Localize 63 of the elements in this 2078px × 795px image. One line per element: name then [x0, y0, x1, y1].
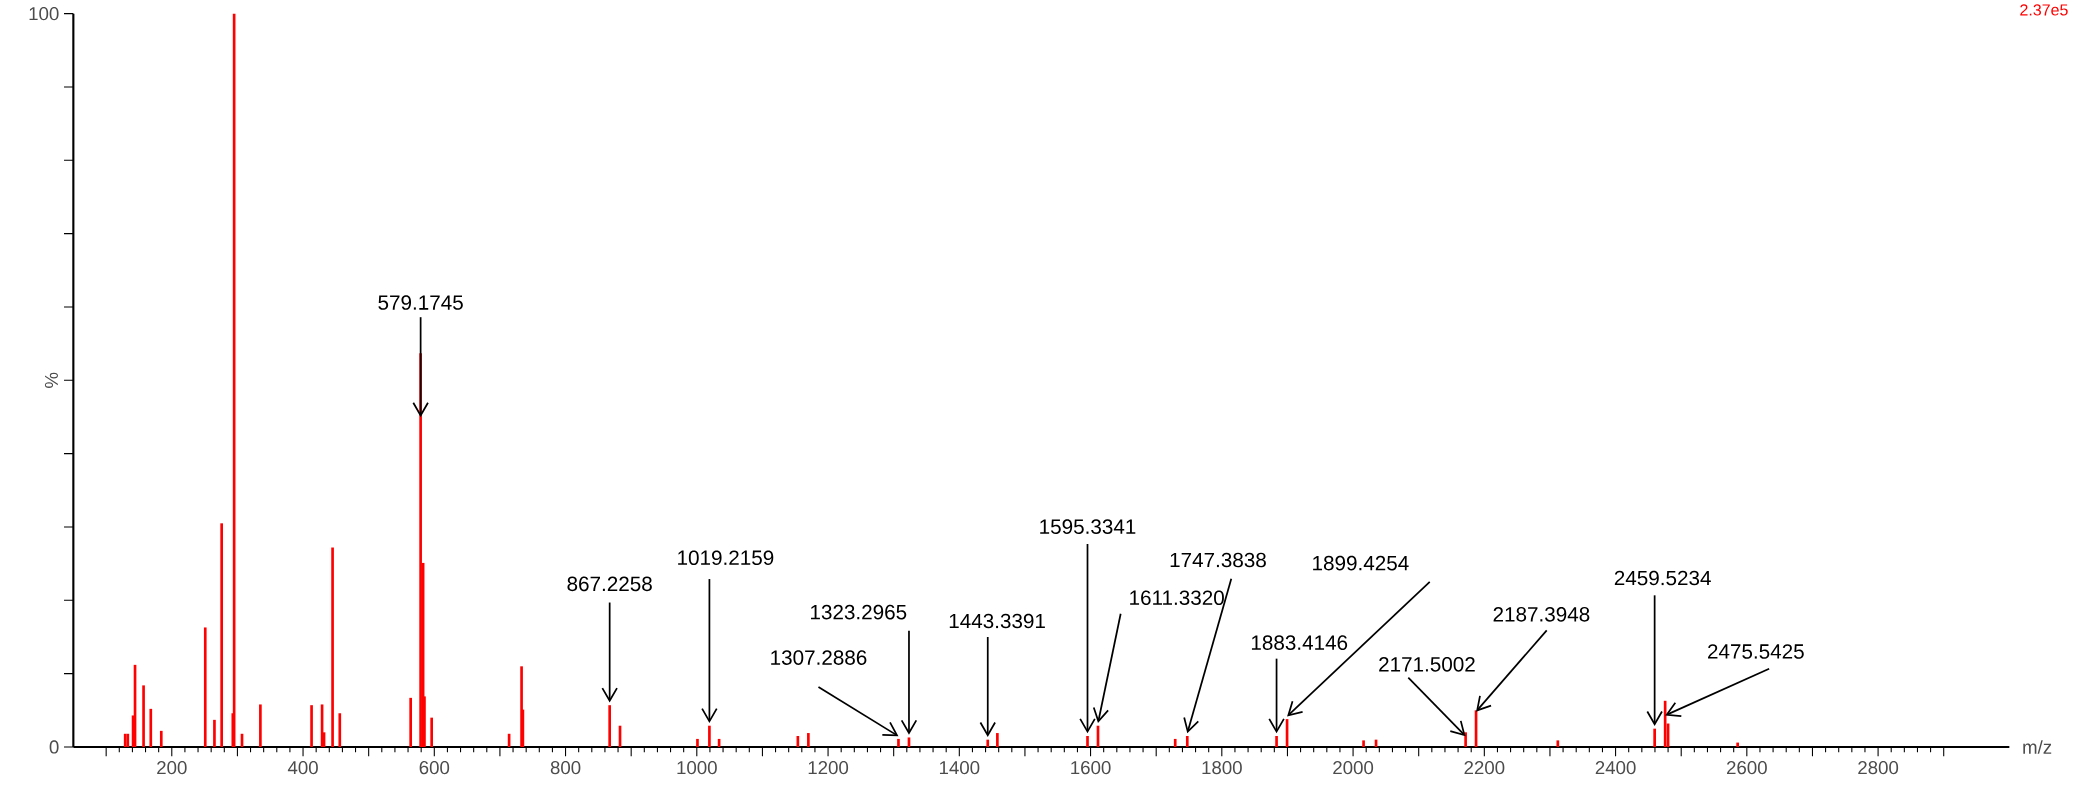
x-axis-title: m/z — [2023, 740, 2052, 754]
text: 2.37e5 — [2020, 4, 2068, 16]
bar — [708, 725, 711, 747]
bar — [149, 708, 153, 747]
x-tick-label: 1000 — [677, 761, 717, 775]
bar — [608, 705, 611, 747]
annotation: 1611.3320 — [1130, 590, 1224, 606]
annotation: 1747.3838 — [1170, 552, 1266, 568]
x-tick-label: 2600 — [1727, 761, 1767, 775]
annotation: 1883.4146 — [1251, 635, 1348, 650]
annotation: 2459.5234 — [1614, 570, 1711, 586]
bar — [220, 523, 223, 747]
x-tick-label: 1800 — [1202, 761, 1242, 775]
bar — [897, 738, 900, 747]
bar — [996, 733, 999, 747]
x-tick-label: 600 — [419, 761, 450, 775]
x-tick-label: 2000 — [1333, 761, 1374, 775]
bar — [213, 719, 216, 747]
bar — [1086, 735, 1089, 747]
annotation: 1899.4254 — [1313, 555, 1409, 571]
bar — [1173, 738, 1177, 747]
bar — [142, 685, 145, 747]
bar — [419, 353, 422, 747]
bar — [203, 627, 207, 747]
bar — [986, 739, 990, 747]
x-tick-label: 2200 — [1464, 761, 1505, 775]
annotation: 2171.5002 — [1379, 657, 1475, 672]
bar — [1736, 742, 1739, 747]
annotation: 1595.3341 — [1040, 519, 1136, 534]
annotation: 579.1745 — [378, 295, 463, 310]
bar — [807, 733, 810, 747]
bar — [1362, 740, 1365, 747]
annotation: 1019.2159 — [678, 550, 774, 566]
bar — [1464, 732, 1467, 747]
bar — [1275, 735, 1278, 747]
x-tick-label: 200 — [157, 761, 187, 775]
y-tick-label: 100 — [29, 7, 59, 21]
bar — [159, 730, 163, 747]
y-tick-label: 0 — [49, 740, 59, 754]
x-tick-label: 1600 — [1071, 761, 1111, 775]
x-tick-label: 2800 — [1858, 761, 1899, 775]
annotation: 2475.5425 — [1708, 644, 1804, 659]
bar — [331, 547, 334, 747]
bar — [1185, 735, 1189, 747]
x-tick-label: 800 — [550, 761, 581, 775]
bar — [310, 705, 313, 747]
annotation: 2187.3948 — [1493, 607, 1590, 622]
x-tick-label: 1400 — [939, 761, 980, 775]
annotation: 1307.2886 — [771, 650, 867, 665]
x-tick-label: 1200 — [808, 761, 849, 775]
x-tick-label: 2400 — [1595, 761, 1636, 775]
annotation: 1323.2965 — [811, 604, 907, 620]
bar — [409, 697, 412, 747]
bar — [430, 717, 434, 747]
y-axis-title: % — [44, 372, 58, 388]
annotation: 1443.3391 — [949, 613, 1045, 629]
x-tick-label: 400 — [287, 761, 318, 775]
bar — [338, 713, 342, 747]
bar — [259, 704, 262, 747]
annotation: 867.2258 — [567, 576, 652, 592]
bar — [1556, 740, 1560, 747]
bar — [1653, 728, 1656, 747]
bar — [696, 738, 699, 747]
